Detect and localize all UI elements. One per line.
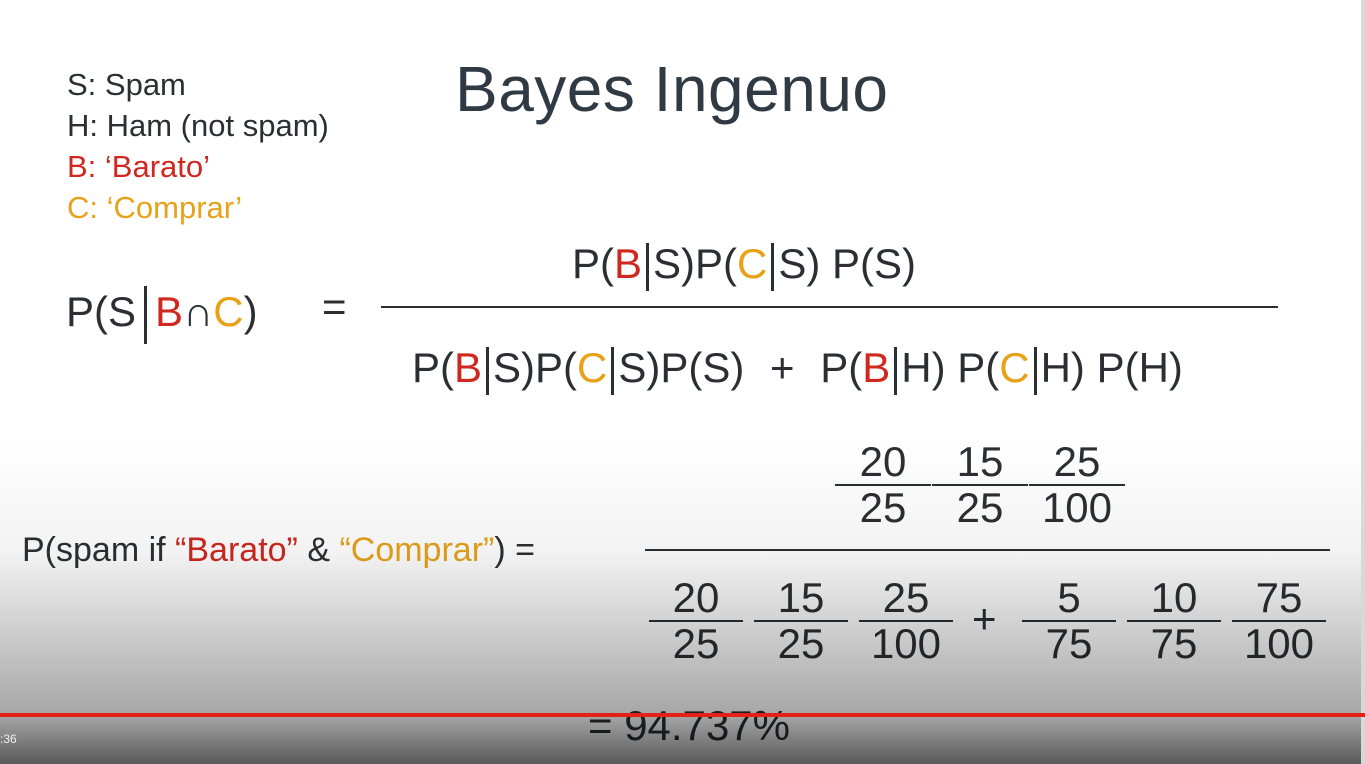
den-p: P( <box>820 344 863 391</box>
den-p: P( <box>412 344 454 391</box>
den-c: C <box>577 344 608 391</box>
calc-plus: + <box>972 595 997 642</box>
lhs-c: C <box>213 288 244 336</box>
fraction: 15 25 <box>932 440 1028 530</box>
fraction-numerator: 75 <box>1255 574 1303 621</box>
given-bar <box>894 346 898 395</box>
fraction: 15 25 <box>754 576 848 666</box>
num-p: P( <box>695 240 738 287</box>
fraction: 25 100 <box>1029 440 1125 530</box>
fraction-denominator: 25 <box>932 484 1028 530</box>
num-b: B <box>614 240 643 287</box>
fraction-numerator: 5 <box>1057 574 1081 621</box>
fraction-numerator: 20 <box>672 574 720 621</box>
formula-lhs: P(S B∩C) <box>66 286 258 344</box>
den-p: P( <box>957 344 1000 391</box>
calc-label-amp: & <box>297 531 340 569</box>
legend-spam: S: Spam <box>67 67 186 102</box>
den-b: B <box>454 344 483 391</box>
given-bar <box>1033 346 1037 395</box>
fraction: 5 75 <box>1022 576 1116 666</box>
fraction-numerator: 25 <box>882 574 930 621</box>
den-b: B <box>862 344 891 391</box>
lhs-prefix: P(S <box>66 288 137 336</box>
slide-title: Bayes Ingenuo <box>455 53 889 125</box>
den-h: H) <box>901 344 946 391</box>
given-bar <box>486 346 490 395</box>
num-s: S) <box>778 240 821 287</box>
lhs-cap: ∩ <box>183 288 214 336</box>
formula-numerator: P(B S)P(C S) P(S) <box>572 240 916 291</box>
den-ps: P(S) <box>660 344 745 391</box>
fraction-denominator: 100 <box>1232 620 1326 666</box>
fraction: 25 100 <box>859 576 953 666</box>
fraction-numerator: 25 <box>1053 438 1101 485</box>
num-c: C <box>737 240 768 287</box>
fraction-numerator: 15 <box>956 438 1004 485</box>
given-bar <box>646 242 650 291</box>
legend: S: Spam H: Ham (not spam) B: ‘Barato’ C:… <box>67 64 329 228</box>
given-bar <box>144 286 148 344</box>
fraction-numerator: 10 <box>1150 574 1198 621</box>
calc-fraction-line <box>645 549 1330 551</box>
fraction: 20 25 <box>835 440 931 530</box>
fraction: 10 75 <box>1127 576 1221 666</box>
den-s: S) <box>493 344 536 391</box>
den-ph: P(H) <box>1096 344 1183 391</box>
calc-label-suffix: ) = <box>494 531 535 569</box>
den-p: P( <box>535 344 578 391</box>
lhs-suffix: ) <box>243 288 258 336</box>
fraction-denominator: 25 <box>649 620 743 666</box>
main-fraction-line <box>381 306 1278 308</box>
lhs-b: B <box>155 288 184 336</box>
num-ps: P(S) <box>832 240 917 287</box>
fraction-denominator: 75 <box>1022 620 1116 666</box>
fraction-denominator: 75 <box>1127 620 1221 666</box>
formula-equals: = <box>322 283 347 330</box>
fraction-denominator: 25 <box>835 484 931 530</box>
video-time: :36 <box>0 732 17 746</box>
calc-label: P(spam if “Barato” & “Comprar”) = <box>22 531 535 570</box>
given-bar <box>611 346 615 395</box>
legend-ham: H: Ham (not spam) <box>67 108 329 143</box>
fraction-denominator: 25 <box>754 620 848 666</box>
legend-barato: B: ‘Barato’ <box>67 149 211 184</box>
den-s: S) <box>618 344 661 391</box>
calc-label-comprar: “Comprar” <box>339 531 495 569</box>
legend-comprar: C: ‘Comprar’ <box>67 190 243 225</box>
right-edge-border <box>1361 0 1365 764</box>
fraction-numerator: 15 <box>777 574 825 621</box>
fraction: 20 25 <box>649 576 743 666</box>
calc-label-prefix: P(spam if <box>22 531 176 569</box>
num-s: S) <box>653 240 696 287</box>
given-bar <box>771 242 775 291</box>
fraction-numerator: 20 <box>859 438 907 485</box>
den-h: H) <box>1040 344 1085 391</box>
formula-denominator: P(B S)P(C S)P(S) + P(B H) P(C H) P(H) <box>412 344 1183 395</box>
fraction-denominator: 100 <box>859 620 953 666</box>
calc-label-barato: “Barato” <box>175 531 298 569</box>
fraction-denominator: 100 <box>1029 484 1125 530</box>
num-p: P( <box>572 240 614 287</box>
den-plus: + <box>770 344 795 391</box>
fraction: 75 100 <box>1232 576 1326 666</box>
calc-result: = 94.737% <box>588 702 791 749</box>
video-progress-bar[interactable] <box>0 713 1365 717</box>
den-c: C <box>999 344 1030 391</box>
